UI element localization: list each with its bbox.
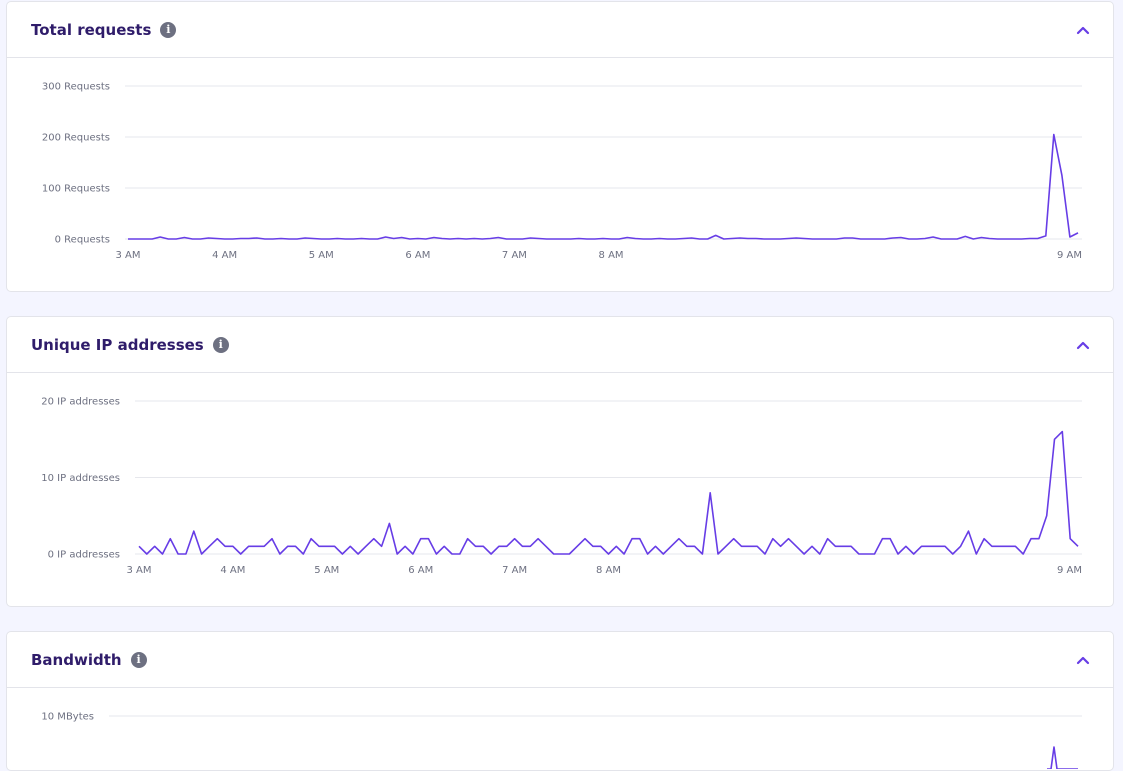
unique-ip-chart: 0 IP addresses 10 IP addresses 20 IP addre… <box>41 397 1082 576</box>
x-tick-label: 3 AM <box>126 565 151 576</box>
x-tick-label: 5 AM <box>309 250 334 261</box>
info-icon[interactable]: i <box>212 336 229 353</box>
total-requests-chart: 0 Requests 100 Requests 200 Requests 300 Re… <box>42 82 1082 261</box>
y-tick-label: 10 IP addresses <box>41 473 120 484</box>
x-tick-label: 4 AM <box>220 565 245 576</box>
series-line <box>138 430 1079 555</box>
info-icon[interactable]: i <box>160 21 177 38</box>
x-tick-label: 9 AM <box>1057 565 1082 576</box>
bandwidth-panel: Bandwidth i 10 MBytes <box>6 631 1114 771</box>
x-tick-label: 3 AM <box>115 250 140 261</box>
info-icon[interactable]: i <box>130 651 147 668</box>
bandwidth-chart: 10 MBytes <box>41 712 1082 769</box>
y-tick-label: 200 Requests <box>42 133 110 144</box>
series-line <box>128 133 1079 240</box>
panel-header[interactable]: Unique IP addresses i <box>7 317 1113 373</box>
x-tick-label: 9 AM <box>1057 250 1082 261</box>
x-tick-label: 8 AM <box>599 250 624 261</box>
y-tick-label: 300 Requests <box>42 82 110 93</box>
x-tick-label: 7 AM <box>502 250 527 261</box>
panel-header[interactable]: Bandwidth i <box>7 632 1113 688</box>
y-tick-label: 0 IP addresses <box>48 550 120 561</box>
chevron-up-icon[interactable] <box>1075 652 1091 668</box>
y-tick-label: 20 IP addresses <box>41 397 120 408</box>
x-tick-label: 6 AM <box>405 250 430 261</box>
panel-title: Total requests <box>31 20 152 39</box>
y-tick-label: 10 MBytes <box>41 712 94 723</box>
panel-title: Unique IP addresses <box>31 335 204 354</box>
x-tick-label: 4 AM <box>212 250 237 261</box>
unique-ip-panel: Unique IP addresses i 0 IP addresses 10 I… <box>6 316 1114 607</box>
x-tick-label: 5 AM <box>314 565 339 576</box>
y-tick-label: 0 Requests <box>55 235 110 246</box>
x-tick-label: 8 AM <box>596 565 621 576</box>
x-tick-label: 7 AM <box>502 565 527 576</box>
panel-title: Bandwidth <box>31 650 122 669</box>
chevron-up-icon[interactable] <box>1075 22 1091 38</box>
total-requests-panel: Total requests i 0 Requests 100 Requests 2… <box>6 1 1114 292</box>
y-tick-label: 100 Requests <box>42 184 110 195</box>
panel-header[interactable]: Total requests i <box>7 2 1113 58</box>
chevron-up-icon[interactable] <box>1075 337 1091 353</box>
x-tick-label: 6 AM <box>408 565 433 576</box>
series-line <box>1047 746 1078 769</box>
